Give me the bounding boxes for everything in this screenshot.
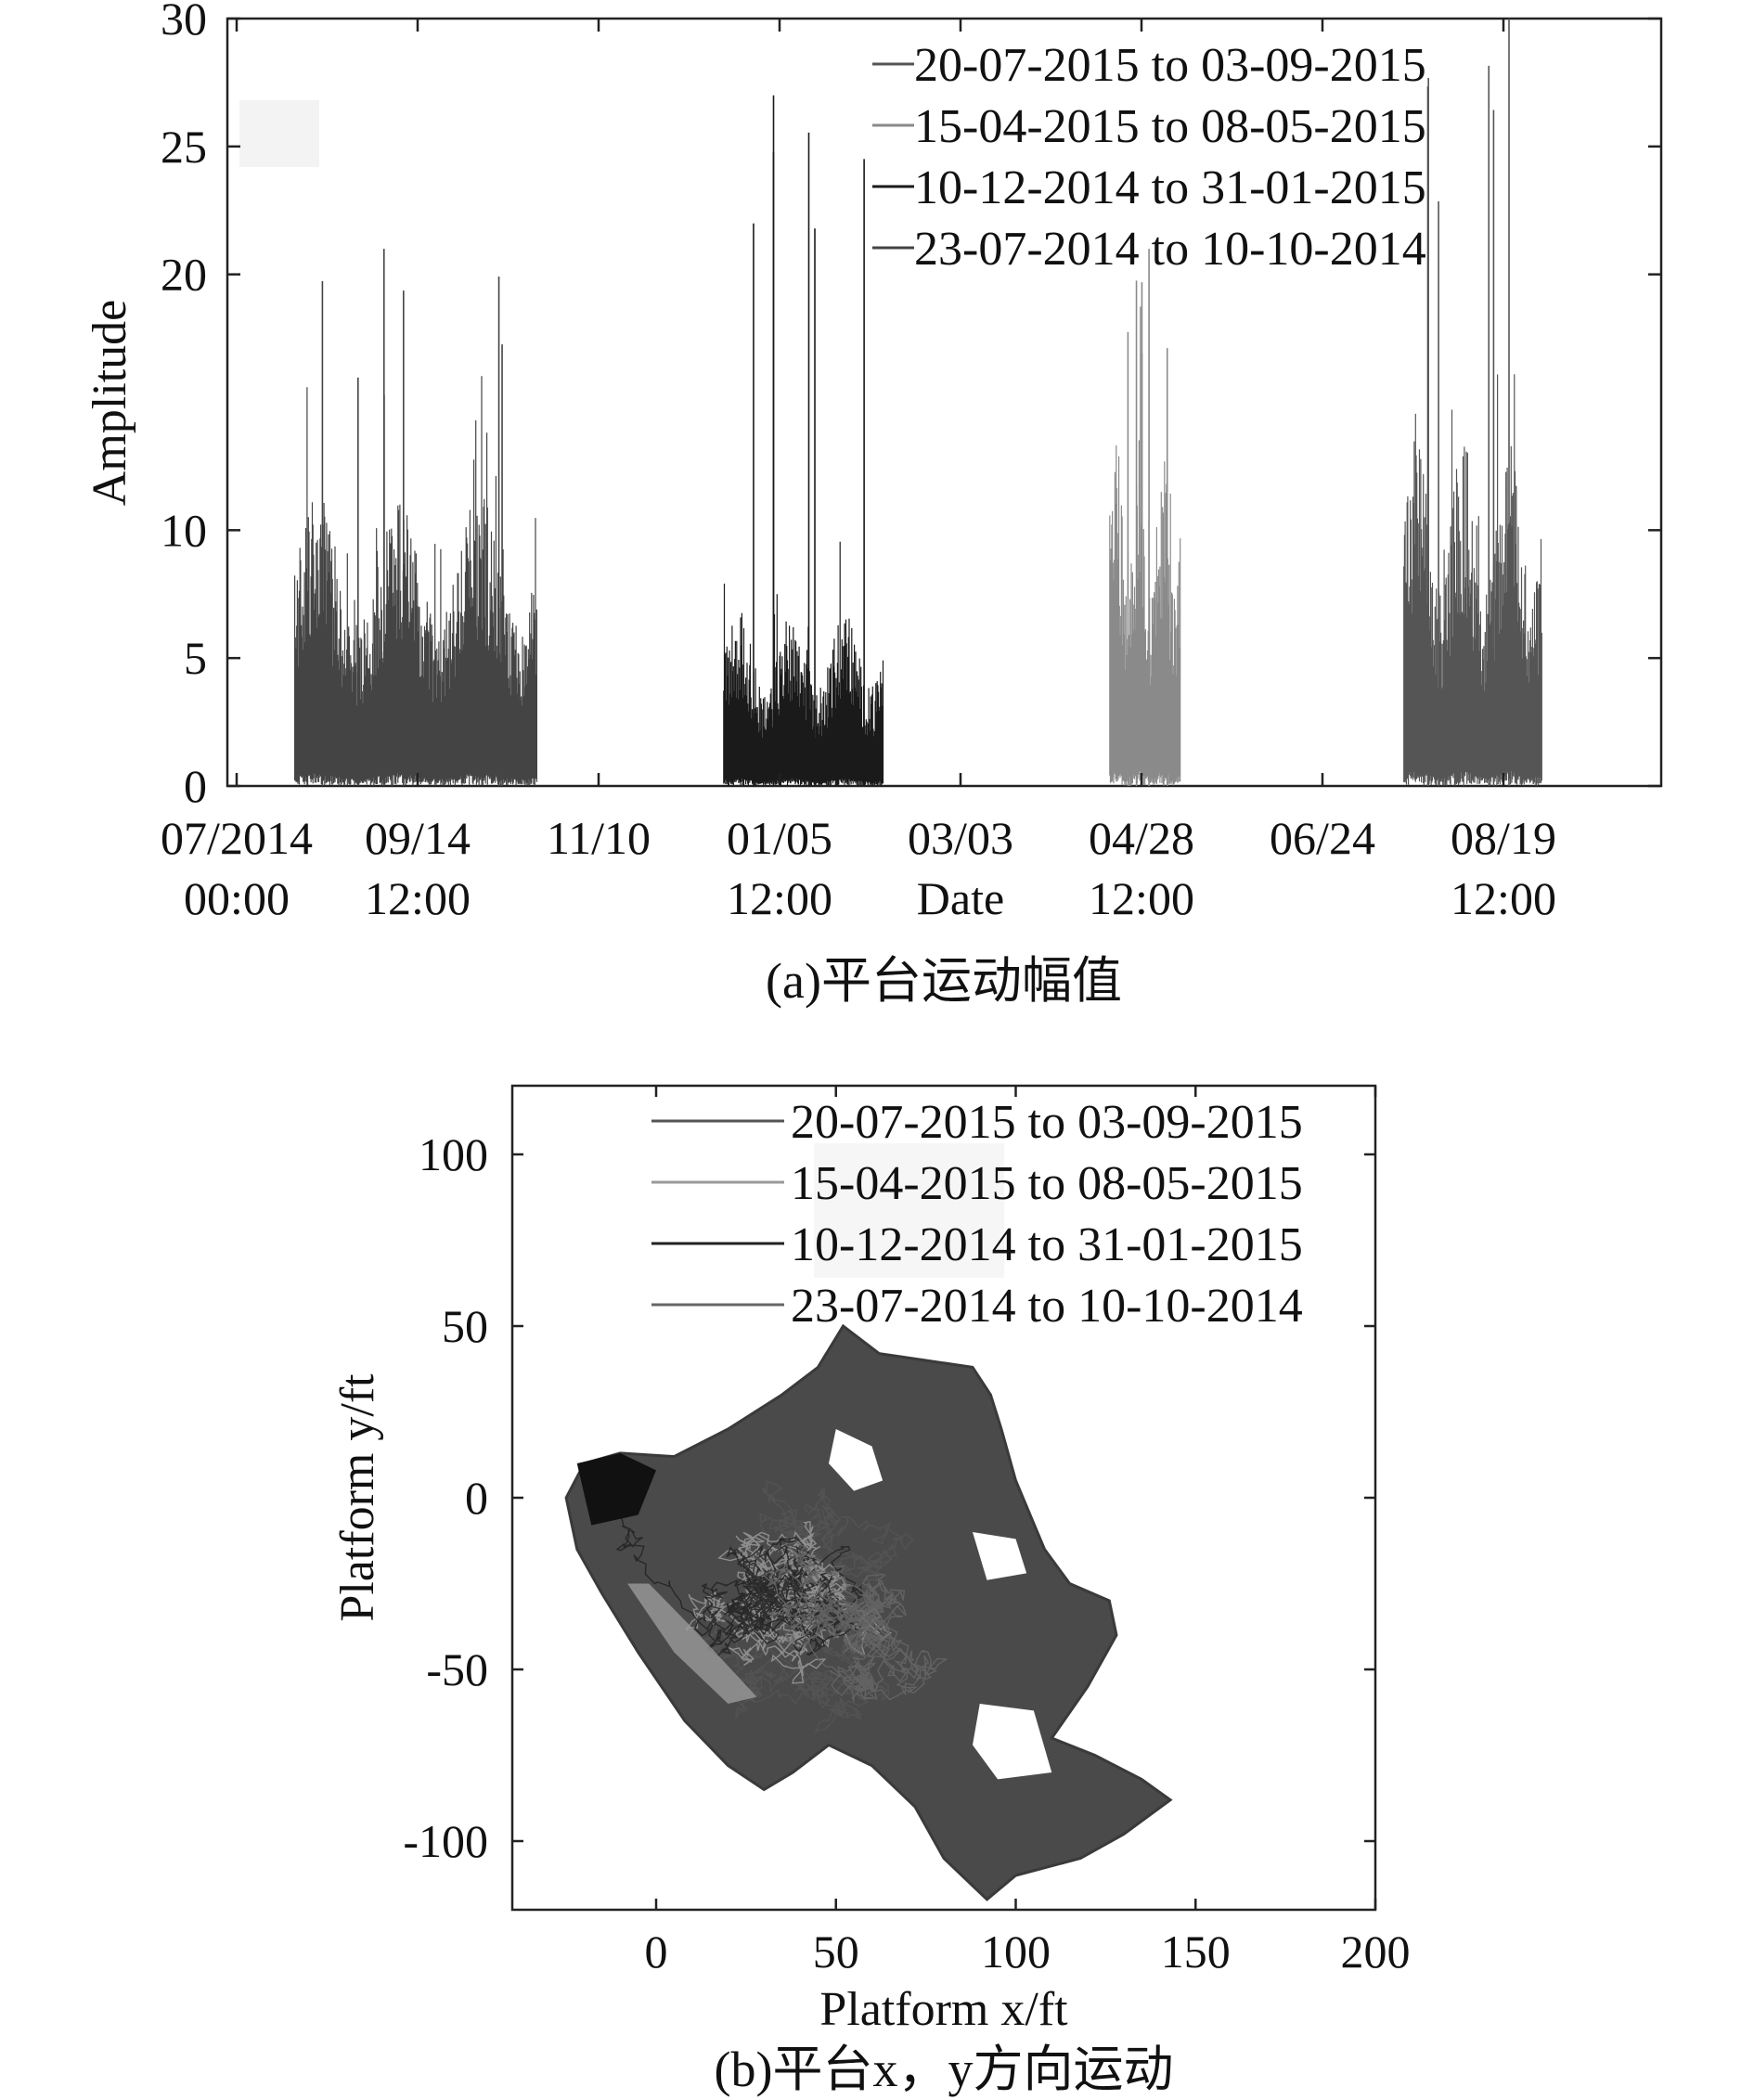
panel-b-legend-entry: 23-07-2014 to 10-10-2014 [651,1280,1303,1333]
panel-a-y-axis-label: Amplitude [84,300,136,506]
panel-a-x-tick-label-line2: Date [917,872,1004,924]
panel-b-x-tick-label: 200 [1341,1926,1411,1978]
panel-a-y-tick-label: 20 [161,249,207,301]
panel-b-y-tick-label: 50 [442,1300,488,1352]
panel-a-series [723,95,884,786]
panel-a-x-tick-label: 06/24 [1270,812,1375,864]
panel-b-ticks: 100 50 0 -50 -100 0 50 100 150 200 [403,1086,1411,1978]
panel-a-blank-patch [239,100,319,167]
panel-b-gap [829,1429,883,1491]
panel-a-y-tick-label: 10 [161,504,207,556]
panel-b-dark-cluster [576,1452,656,1526]
panel-a-series [1403,19,1542,786]
panel-b-legend-entry: 10-12-2014 to 31-01-2015 [651,1218,1303,1271]
panel-b-series-trace [607,1486,863,1657]
panel-b-legend-label: 15-04-2015 to 08-05-2015 [791,1157,1303,1210]
panel-b-blank-patch [814,1143,1004,1278]
panel-a-x-tick-label-line2: 12:00 [727,872,832,924]
panel-a-series-amplitude [294,376,537,786]
panel-a-y-tick-label: 25 [161,121,207,173]
panel-b-x-tick-label: 50 [813,1926,859,1978]
panel-a-x-tick-label: 03/03 [908,812,1013,864]
panel-a-legend: 20-07-2015 to 03-09-2015 15-04-2015 to 08… [872,39,1426,276]
panel-b-y-tick-label: -50 [426,1643,488,1695]
panel-a-amplitude-chart: 0 5 10 20 25 30 07/2014 00:00 09/14 12:00 11/10 01/… [84,0,1663,1009]
panel-b-y-tick-label: 100 [419,1128,488,1180]
panel-b-light-streak [627,1583,757,1704]
panel-b-y-axis-label: Platform y/ft [331,1373,384,1622]
panel-b-legend-entry: 20-07-2015 to 03-09-2015 [651,1096,1303,1149]
panel-a-series-amplitude [1403,374,1542,786]
panel-b-trajectory-chart: 100 50 0 -50 -100 0 50 100 150 200 20-07-2015 to … [331,1084,1411,2097]
panel-a-series-group [294,19,1542,786]
panel-a-series-amplitude [1109,306,1181,786]
panel-b-legend-label: 20-07-2015 to 03-09-2015 [791,1096,1303,1149]
panel-b-series-trace [763,1541,948,1703]
panel-a-legend-entry: 10-12-2014 to 31-01-2015 [872,161,1426,214]
panel-b-x-tick-label: 0 [645,1926,668,1978]
panel-b-x-tick-label: 150 [1161,1926,1231,1978]
panel-a-x-tick-label: 01/05 [727,812,832,864]
panel-a-series-amplitude [723,541,884,786]
panel-a-x-tick-label: 09/14 [365,812,471,864]
panel-b-legend-label: 23-07-2014 to 10-10-2014 [791,1280,1303,1333]
panel-a-y-tick-label: 0 [184,760,207,812]
panel-b-legend: 20-07-2015 to 03-09-2015 15-04-2015 to 08… [651,1096,1303,1333]
panel-a-legend-label: 23-07-2014 to 10-10-2014 [914,223,1426,276]
panel-b-series-path [763,1541,948,1703]
panel-b-caption: (b)平台x，y方向运动 [715,2042,1174,2097]
panel-b-legend-entry: 15-04-2015 to 08-05-2015 [651,1157,1303,1210]
panel-b-y-tick-label: -100 [403,1815,488,1867]
panel-a-legend-label: 10-12-2014 to 31-01-2015 [914,161,1426,214]
panel-a-plot-frame [226,17,1663,788]
panel-b-legend-label: 10-12-2014 to 31-01-2015 [791,1218,1303,1271]
panel-a-legend-entry: 15-04-2015 to 08-05-2015 [872,100,1426,153]
panel-a-x-tick-label: 07/2014 [161,812,313,864]
panel-a-y-tick-label: 30 [161,0,207,45]
panel-a-legend-label: 15-04-2015 to 08-05-2015 [914,100,1426,153]
panel-a-x-tick-label: 08/19 [1451,812,1556,864]
panel-a-series [1109,249,1181,786]
panel-a-x-tick-label: 04/28 [1089,812,1194,864]
panel-a-x-tick-label-line2: 12:00 [365,872,471,924]
panel-b-y-tick-label: 0 [465,1472,488,1524]
panel-a-x-tick-label-line2: 12:00 [1089,872,1194,924]
panel-a-x-tick-label-line2: 00:00 [184,872,290,924]
panel-a-x-tick-label: 11/10 [547,812,651,864]
panel-b-gap [973,1704,1052,1780]
panel-a-legend-entry: 20-07-2015 to 03-09-2015 [872,39,1426,92]
panel-b-x-tick-label: 100 [981,1926,1051,1978]
panel-a-x-tick-label-line2: 12:00 [1451,872,1556,924]
panel-b-trajectory-group [564,1323,1173,1901]
panel-a-legend-entry: 23-07-2014 to 10-10-2014 [872,223,1426,276]
panel-b-gap [973,1532,1027,1580]
panel-a-caption: (a)平台运动幅值 [766,953,1122,1009]
panel-b-x-axis-label: Platform x/ft [819,1983,1068,2036]
panel-a-y-tick-label: 5 [184,632,207,684]
panel-a-legend-label: 20-07-2015 to 03-09-2015 [914,39,1426,92]
panel-a-ticks: 0 5 10 20 25 30 07/2014 00:00 09/14 12:00 11/10 01/… [161,0,1661,924]
panel-b-series-path [607,1486,863,1657]
panel-a-series [294,249,537,786]
